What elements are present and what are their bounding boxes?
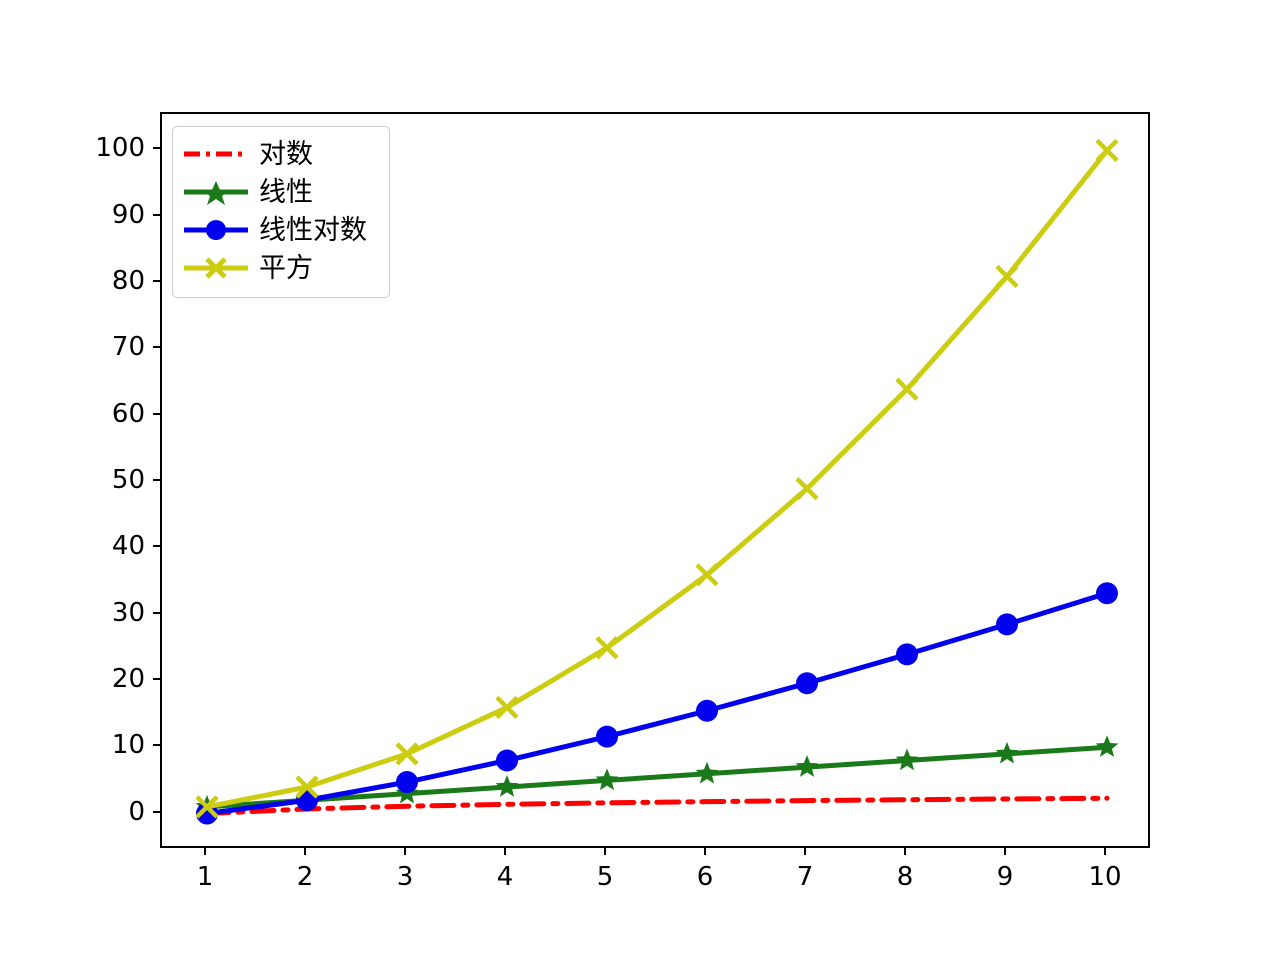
data-point-marker (895, 377, 919, 401)
data-point-marker (895, 748, 919, 771)
x-tick-mark (304, 848, 306, 855)
x-tick-mark (1104, 848, 1106, 855)
y-tick-label: 60 (111, 398, 145, 429)
data-point-marker (495, 695, 519, 720)
legend-item[interactable]: 线性对数 (181, 211, 379, 249)
legend-label-linearithmic: 线性对数 (259, 214, 367, 246)
x-tick-label: 4 (496, 862, 514, 892)
data-point-marker (795, 755, 819, 777)
data-point-marker (1095, 138, 1119, 163)
y-tick-mark (153, 213, 160, 216)
y-tick-label: 80 (111, 266, 145, 297)
x-tick-label: 9 (996, 862, 1014, 892)
data-point-marker (995, 741, 1019, 764)
y-tick-mark (153, 611, 160, 614)
x-tick-mark (604, 848, 606, 855)
data-point-marker (195, 795, 219, 819)
y-tick-mark (153, 147, 160, 150)
chart-legend: 对数 线性 线性对数 平方 (172, 126, 390, 298)
legend-line-sample-linearithmic (184, 220, 248, 240)
legend-line-sample-log (184, 151, 248, 157)
series-2 (196, 582, 1118, 825)
legend-line-sample-linear (184, 181, 248, 205)
data-point-marker (796, 672, 818, 695)
y-tick-label: 10 (111, 730, 145, 761)
legend-label-quadratic: 平方 (259, 252, 313, 284)
data-point-marker (496, 749, 518, 772)
x-tick-label: 10 (1088, 862, 1122, 892)
x-tick-label: 5 (596, 862, 614, 892)
data-point-marker (896, 643, 918, 666)
data-point-marker (696, 699, 718, 722)
x-tick-mark (1004, 848, 1006, 855)
data-point-marker (495, 775, 519, 797)
x-tick-label: 1 (196, 862, 214, 892)
data-point-marker (595, 636, 619, 660)
series-line (204, 795, 1110, 817)
legend-item[interactable]: 平方 (181, 249, 379, 287)
data-point-marker (996, 613, 1018, 636)
y-tick-mark (153, 346, 160, 349)
x-tick-mark (204, 848, 206, 855)
legend-label-log: 对数 (259, 138, 313, 170)
legend-line-sample-quadratic (184, 257, 248, 279)
y-tick-label: 100 (95, 133, 145, 164)
x-tick-mark (704, 848, 706, 855)
y-tick-label: 70 (111, 332, 145, 363)
data-point-marker (1096, 582, 1118, 605)
data-point-marker (295, 775, 319, 799)
legend-item[interactable]: 线性 (181, 173, 379, 211)
series-0 (204, 795, 1110, 817)
x-tick-label: 3 (396, 862, 414, 892)
y-tick-label: 90 (111, 199, 145, 230)
x-tick-label: 7 (796, 862, 814, 892)
series-line (204, 147, 1110, 810)
data-point-marker (595, 768, 619, 791)
data-point-marker (396, 771, 418, 794)
data-point-marker (795, 477, 819, 501)
x-tick-mark (904, 848, 906, 855)
y-tick-mark (153, 677, 160, 680)
y-tick-mark (153, 412, 160, 415)
y-tick-mark (153, 545, 160, 548)
legend-item[interactable]: 对数 (181, 135, 379, 173)
y-tick-mark (153, 479, 160, 481)
x-tick-label: 6 (696, 862, 714, 892)
y-tick-label: 50 (111, 465, 145, 495)
chart-canvas (195, 138, 1119, 825)
y-tick-label: 0 (128, 796, 145, 827)
x-tick-mark (504, 848, 506, 855)
y-tick-mark (153, 744, 160, 747)
y-tick-label: 20 (111, 663, 145, 694)
y-tick-label: 40 (111, 531, 145, 562)
y-tick-label: 30 (111, 597, 145, 628)
series-line (204, 744, 1110, 810)
data-point-marker (596, 725, 618, 748)
legend-label-linear: 线性 (259, 176, 313, 208)
data-point-marker (695, 563, 719, 587)
x-tick-mark (404, 848, 406, 855)
x-tick-label: 8 (896, 862, 914, 892)
data-point-marker (995, 264, 1019, 289)
y-tick-mark (153, 280, 160, 283)
x-tick-mark (804, 848, 806, 855)
data-point-marker (695, 761, 719, 784)
x-tick-label: 2 (296, 862, 314, 892)
y-tick-mark (153, 810, 160, 813)
series-3 (195, 138, 1119, 819)
series-line (204, 590, 1110, 817)
data-point-marker (1095, 735, 1119, 757)
data-point-marker (395, 742, 419, 766)
